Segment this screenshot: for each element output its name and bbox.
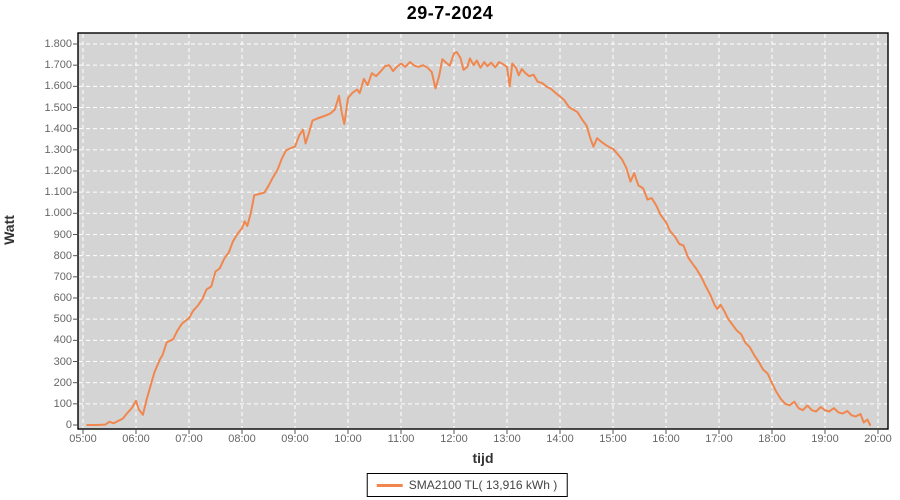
legend-series-label: SMA2100 TL( 13,916 kWh )	[408, 478, 558, 492]
y-tick-label: 1.800	[44, 38, 72, 50]
x-tick-label: 16:00	[652, 433, 680, 445]
y-tick-label: 700	[53, 270, 72, 283]
x-tick-label: 15:00	[599, 433, 627, 445]
x-tick-label: 10:00	[334, 433, 362, 445]
y-tick-label: 900	[53, 228, 72, 241]
x-tick-label: 14:00	[546, 433, 574, 445]
x-tick-label: 20:00	[864, 433, 892, 445]
legend-line-swatch	[376, 483, 403, 487]
x-tick-label: 13:00	[493, 433, 521, 445]
legend: SMA2100 TL( 13,916 kWh )	[366, 473, 568, 497]
gridlines	[79, 34, 887, 428]
x-axis-title: tijd	[472, 450, 494, 466]
plot-area	[77, 32, 889, 430]
chart-title: 29-7-2024	[406, 3, 494, 23]
y-tick-label: 1.100	[44, 186, 72, 199]
y-tick-label: 300	[53, 355, 72, 368]
x-tick-label: 09:00	[281, 433, 309, 445]
y-tick-label: 200	[53, 376, 72, 389]
x-tick-label: 11:00	[387, 433, 415, 445]
x-tick-label: 18:00	[758, 433, 786, 445]
y-tick-label: 800	[53, 249, 72, 262]
x-tick-label: 05:00	[69, 433, 97, 445]
y-tick-label: 1.500	[44, 101, 72, 114]
y-tick-label: 400	[53, 334, 72, 347]
y-tick-label: 1.200	[44, 165, 72, 177]
x-tick-label: 07:00	[175, 433, 203, 445]
x-tick-label: 12:00	[440, 433, 468, 445]
y-tick-label: 0	[65, 419, 72, 431]
axis-ticks	[73, 43, 879, 434]
y-tick-label: 1.300	[44, 143, 72, 156]
y-tick-label: 500	[53, 313, 72, 326]
x-tick-label: 19:00	[811, 433, 839, 445]
y-tick-label: 1.700	[44, 59, 72, 72]
x-tick-label: 08:00	[228, 433, 256, 445]
y-tick-label: 100	[53, 397, 72, 410]
x-tick-label: 17:00	[705, 433, 733, 445]
power-curve	[86, 51, 872, 426]
y-tick-label: 1.000	[44, 207, 72, 220]
x-tick-label: 06:00	[122, 433, 150, 445]
y-tick-label: 1.400	[44, 122, 72, 135]
y-tick-label: 1.600	[44, 80, 72, 93]
y-tick-label: 600	[53, 292, 72, 304]
